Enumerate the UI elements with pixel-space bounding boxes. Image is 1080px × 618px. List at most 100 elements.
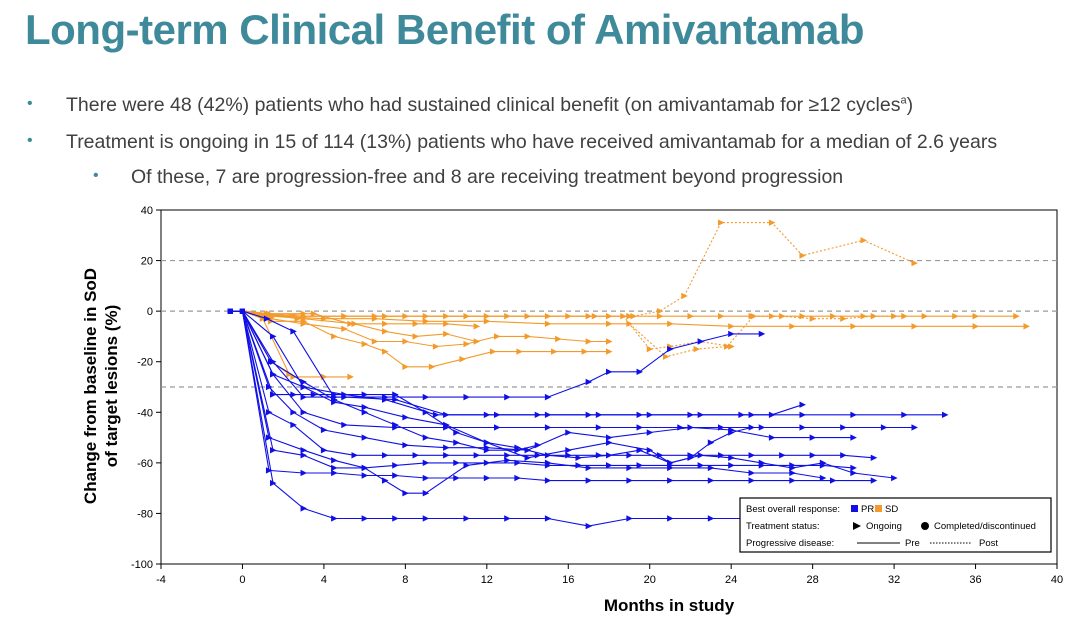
series-point [504,452,511,459]
series-point [606,320,613,327]
series-point [901,411,908,419]
series-point [267,358,275,365]
series-point [728,330,735,338]
series-line-sd [629,315,905,358]
series-point [494,424,501,431]
series-point [656,307,664,315]
series-point [606,439,613,446]
series-point [819,459,827,467]
series-point [707,439,715,446]
series-line-pr [230,310,538,451]
series-point [911,259,918,267]
series-point [489,348,497,355]
series-point [265,409,273,416]
legend-pr-label: PR [861,504,874,515]
series-point [392,396,399,403]
series-point [392,462,399,469]
series-point [422,474,430,482]
series-point [422,409,430,416]
series-point [565,429,572,436]
series-point [636,462,644,469]
series-point [361,391,369,398]
series-point [290,328,297,335]
series-point [667,459,674,467]
series-point [565,447,572,454]
series-point [870,313,878,320]
series-point [494,333,501,340]
series-point [693,345,701,353]
series-point [551,348,558,355]
series-point [412,452,420,459]
series-point [768,219,776,226]
series-point [860,313,868,320]
bullet-1-end: ) [906,94,914,116]
series-point [880,424,888,431]
series-point [270,479,277,487]
bullet-dot: • [27,95,33,112]
series-line-sd [230,310,1017,317]
legend-status-label: Treatment status: [746,521,820,532]
series-point [341,393,348,401]
series-point [544,393,552,401]
series-point [524,313,532,320]
series-point [555,335,562,343]
y-tick-label: -100 [131,559,153,571]
series-point [483,439,491,446]
y-tick-label: 40 [141,205,153,217]
legend-completed-marker [921,522,929,530]
series-point [544,424,552,431]
series-point [595,424,603,431]
series-point [748,411,756,419]
series-point [911,323,918,330]
series-point [265,383,273,391]
series-point [748,477,756,484]
series-point [636,368,644,376]
series-point [581,348,589,355]
series-point [504,515,511,522]
series-point [606,452,613,459]
series-point [850,323,857,330]
series-point [524,333,532,340]
series-point [728,454,735,461]
series-point [724,343,731,350]
series-line-pr [230,310,895,479]
y-tick-label: -80 [137,508,153,520]
x-tick-label: 20 [644,574,656,586]
series-point [443,330,450,338]
series-point [300,452,308,459]
y-tick-label: -60 [137,458,153,470]
series-point [840,424,847,431]
series-point [595,411,603,419]
series-point [575,454,582,461]
series-point [300,383,308,391]
series-point [779,452,786,459]
series-point [310,391,318,398]
series-point [891,474,898,482]
series-point [290,421,297,429]
bullet-1-text: There were 48 (42%) patients who had sus… [66,94,901,116]
series-point [707,477,715,484]
y-tick-label: -20 [137,357,153,369]
series-point [361,464,369,472]
series-point [453,459,460,467]
series-line-pr [230,310,803,416]
series-point [972,323,980,330]
series-point [453,429,460,436]
series-point [779,313,786,320]
series-point [361,472,369,479]
series-point [799,424,806,431]
series-point [942,411,949,419]
series-point [544,452,552,459]
series-point [809,452,817,459]
series-point [270,447,277,454]
bullet-3: Of these, 7 are progression-free and 8 a… [131,166,844,188]
series-point [382,328,389,335]
series-point [697,462,705,469]
series-point [382,348,389,355]
bullet-2: Treatment is ongoing in 15 of 114 (13%) … [66,131,998,153]
series-point [809,434,817,441]
series-point [443,411,450,419]
series-point [331,333,338,340]
series-point [320,426,328,434]
series-point [320,447,328,454]
